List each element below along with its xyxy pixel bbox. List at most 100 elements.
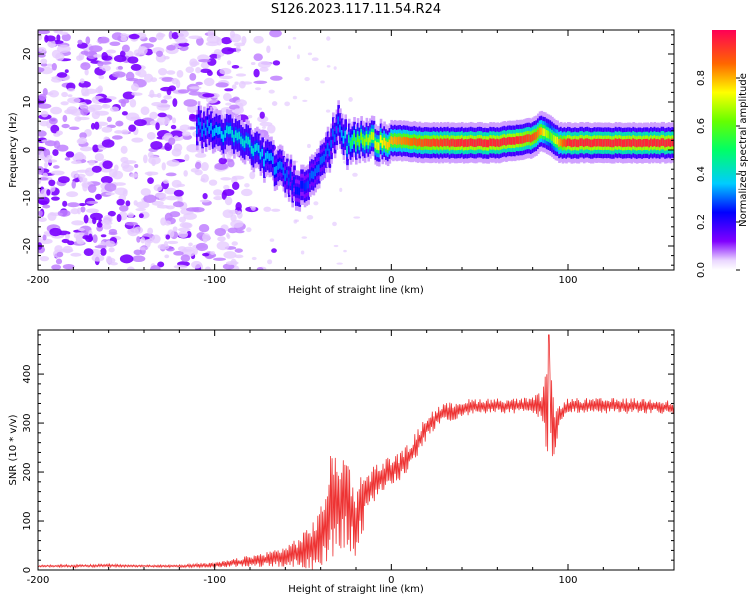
noise-patch <box>62 200 68 207</box>
ridge-cell <box>653 138 657 146</box>
ridge-cell <box>664 139 667 148</box>
ridge-cell <box>620 138 623 147</box>
noise-patch <box>172 226 178 232</box>
noise-patch <box>223 251 237 259</box>
noise-patch <box>256 267 264 270</box>
noise-patch <box>224 196 233 206</box>
ridge-cell <box>642 138 646 147</box>
spectrogram-frame <box>37 29 675 271</box>
ridge-cell <box>563 138 567 147</box>
noise-patch <box>108 231 118 236</box>
noise-patch <box>172 201 184 208</box>
ridge-cell <box>574 138 577 147</box>
noise-patch <box>79 132 87 139</box>
ridge-cell <box>499 138 503 147</box>
noise-patch <box>171 179 182 188</box>
noise-patch <box>202 193 208 200</box>
ridge-cell <box>551 133 554 141</box>
noise-patch <box>326 36 331 41</box>
noise-patch <box>267 124 276 134</box>
noise-patch <box>76 207 82 215</box>
noise-patch <box>129 98 137 108</box>
ridge-cell <box>665 139 669 147</box>
noise-patch <box>161 162 166 171</box>
ridge-cell <box>234 130 238 138</box>
ridge-cell <box>658 139 662 148</box>
ridge-cell <box>423 138 427 147</box>
x-tick-label: 0 <box>388 275 394 286</box>
noise-patch <box>307 143 311 149</box>
ridge-cell <box>406 137 409 145</box>
noise-patch <box>131 83 139 92</box>
noise-patch <box>133 119 147 127</box>
noise-patch <box>100 234 107 238</box>
noise-patch <box>189 113 196 120</box>
noise-patch <box>144 73 154 83</box>
ridge-cell <box>531 133 535 142</box>
ridge-cell <box>554 136 558 144</box>
noise-patch <box>40 58 48 65</box>
ridge-cell <box>393 136 397 144</box>
ridge-cell <box>577 139 581 148</box>
noise-patch <box>39 255 50 262</box>
ridge-cell <box>333 134 337 142</box>
ridge-cell <box>370 131 374 140</box>
noise-patch <box>238 66 243 69</box>
y-tick-label: 100 <box>22 511 33 530</box>
ridge-cell <box>287 177 291 186</box>
ridge-cell <box>492 138 496 147</box>
ridge-cell <box>229 125 233 134</box>
noise-patch <box>133 200 138 206</box>
ridge-cell <box>197 117 201 126</box>
noise-patch <box>221 191 227 200</box>
noise-patch <box>58 176 70 184</box>
noise-patch <box>173 189 184 197</box>
ridge-cell <box>453 139 457 147</box>
noise-patch <box>108 168 118 178</box>
ridge-cell <box>369 134 372 143</box>
ridge-cell <box>538 127 542 136</box>
noise-patch <box>188 35 203 40</box>
ridge-cell <box>535 131 538 140</box>
ridge-cell <box>545 130 549 138</box>
ridge-cell <box>452 138 455 147</box>
ridge-cell <box>450 138 453 147</box>
noise-patch <box>71 180 76 189</box>
noise-patch <box>173 264 188 269</box>
x-tick-label: -200 <box>27 575 50 586</box>
noise-patch <box>147 177 154 185</box>
noise-patch <box>46 189 51 196</box>
noise-patch <box>302 99 308 102</box>
noise-patch <box>98 75 105 80</box>
noise-patch <box>122 189 128 197</box>
ridge-cell <box>226 125 229 134</box>
noise-patch <box>214 227 227 237</box>
ridge-cell <box>204 127 208 136</box>
noise-patch <box>109 106 120 112</box>
noise-patch <box>226 234 231 240</box>
ridge-cell <box>575 139 579 148</box>
noise-patch <box>66 106 78 115</box>
noise-patch <box>333 66 337 70</box>
snr-series-line <box>38 334 674 570</box>
noise-patch <box>253 68 260 78</box>
noise-patch <box>293 219 298 224</box>
noise-patch <box>231 84 237 90</box>
noise-patch <box>55 258 63 265</box>
noise-patch <box>154 192 167 198</box>
noise-patch <box>311 57 319 62</box>
noise-patch <box>189 86 202 90</box>
noise-patch <box>79 78 85 84</box>
ridge-cell <box>210 122 213 131</box>
noise-patch <box>146 131 156 140</box>
noise-patch <box>306 215 314 220</box>
noise-patch <box>96 221 103 228</box>
noise-patch <box>94 153 105 162</box>
noise-patch <box>172 98 178 107</box>
noise-patch <box>325 109 331 113</box>
noise-patch <box>56 72 68 78</box>
noise-patch <box>74 151 85 161</box>
noise-patch <box>171 117 177 124</box>
noise-patch <box>253 35 264 44</box>
